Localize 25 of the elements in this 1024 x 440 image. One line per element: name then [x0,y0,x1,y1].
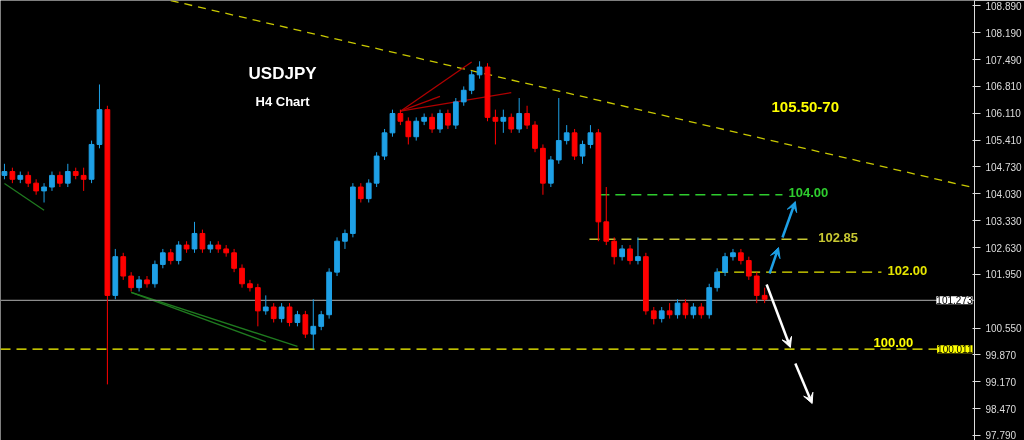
ref-line-label: 100.011 [937,344,973,356]
annotation: 105.50-70 [771,97,840,115]
y-tick-label: 97.790 [985,430,1017,440]
y-tick-label: 99.170 [985,376,1017,388]
y-tick-label: 107.490 [985,54,1023,66]
y-tick-label: 104.730 [985,161,1023,173]
y-tick-label: 106.810 [985,81,1023,93]
y-tick-label: 102.630 [985,242,1023,254]
ref-line-label: 101.273 [936,295,973,307]
y-tick-label: 108.190 [985,27,1023,39]
y-tick-label: 99.870 [985,349,1017,361]
y-tick-label: 103.330 [985,215,1023,227]
y-tick-label: 104.030 [985,188,1023,200]
text: H4 Chart [255,94,311,109]
y-tick-label: 108.890 [985,0,1023,12]
text: USDJPY [248,64,318,83]
y-tick-label: 100.550 [985,323,1023,335]
ref-line-label: 104.00 [788,185,829,201]
ref-line-label: 102.85 [818,229,858,245]
y-tick-label: 98.470 [985,403,1017,415]
y-tick-label: 105.410 [985,135,1023,147]
ref-line-label: 102.00 [887,262,928,278]
y-tick-label: 101.950 [985,269,1023,281]
annotation: 100.00 [873,335,914,350]
y-tick-label: 106.110 [985,108,1022,120]
